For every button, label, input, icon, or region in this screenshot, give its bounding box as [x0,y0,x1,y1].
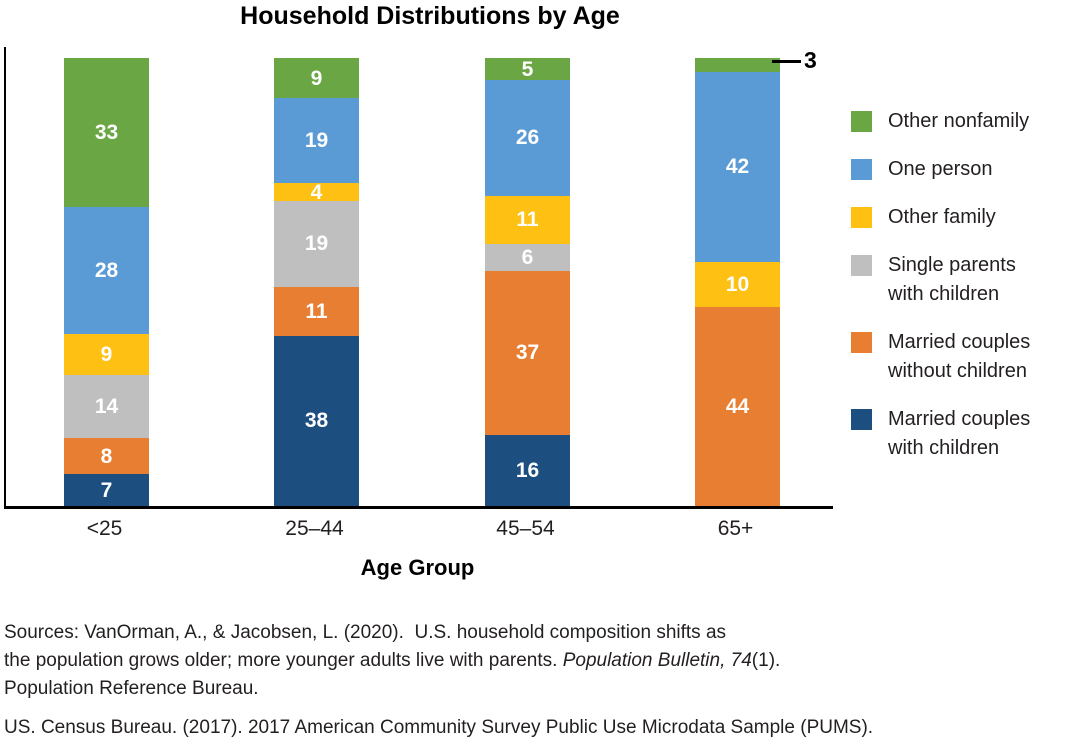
legend-label: Other family [888,206,996,228]
legend-swatch-icon [851,159,872,180]
chart-title: Household Distributions by Age [240,2,620,30]
legend-swatch-icon [851,207,872,228]
sources-block: Sources: VanOrman, A., & Jacobsen, L. (2… [4,619,873,742]
bar-segment: 10 [695,261,780,307]
bar-segment: 38 [274,335,359,506]
annotation-callout-line [772,60,801,63]
legend-item: One person [851,155,1076,184]
x-tick-label: 65+ [717,517,754,540]
legend-label: Single parents with children [888,254,1016,305]
plot-area: 3 7 8 14 9 28 33 38 11 19 4 19 9 16 37 6 11 26 5 44 10 42 [4,47,833,509]
bar-segment: 8 [64,438,149,475]
bar-segment: 9 [64,334,149,375]
source-line-2-text: the population grows older; more younger… [4,650,563,671]
segment-value-label: 4 [310,180,323,204]
segment-value-label: 19 [304,232,329,256]
segment-value-label: 14 [94,394,119,418]
segment-value-label: 19 [304,129,329,153]
source-census-line: US. Census Bureau. (2017). 2017 American… [4,717,874,738]
legend: Other nonfamily One person Other family Sin… [851,107,1076,482]
segment-value-label: 6 [521,246,534,270]
legend-item: Married couples with children [851,405,1076,463]
x-axis-tick-labels: <25 25–44 45–54 65+ [4,517,831,545]
legend-label: Married couples with children [888,408,1031,459]
source-line-1: Sources: VanOrman, A., & Jacobsen, L. (2… [4,622,727,643]
segment-value-label: 9 [100,342,113,366]
legend-swatch-icon [851,111,872,132]
bar-segment: 4 [274,180,359,204]
legend-item: Other family [851,203,1076,232]
bar-segment: 19 [274,98,359,184]
segment-value-label: 37 [515,341,540,365]
segment-value-label: 26 [515,126,540,150]
legend-label: One person [888,158,993,180]
x-axis-title: Age Group [360,555,475,580]
bar-segment: 16 [485,435,570,506]
segment-value-label: 11 [516,208,539,232]
bar-segment: 11 [274,286,359,336]
bar-segment: 11 [485,195,570,245]
segment-value-label: 10 [725,272,750,296]
bar-segment: 26 [485,80,570,196]
bar-45–54: 16 37 6 11 26 5 [485,58,570,506]
bar-65+: 44 10 42 [695,58,780,506]
segment-value-label: 28 [94,259,119,283]
segment-value-label: 7 [100,478,113,502]
segment-value-label: 42 [725,155,750,179]
legend-item: Single parents with children [851,251,1076,309]
legend-item: Married couples without children [851,328,1076,386]
legend-label: Married couples without children [888,331,1031,382]
bar-segment: 7 [64,474,149,506]
annotation-value-label: 3 [804,47,817,73]
segment-value-label: 5 [521,57,534,81]
segment-value-label: 16 [515,459,540,483]
source-line-3: Population Reference Bureau. [4,678,259,699]
legend-swatch-icon [851,332,872,353]
source-line-2-journal: Population Bulletin, 74 [562,650,752,671]
bar-25–44: 38 11 19 4 19 9 [274,58,359,506]
segment-value-label: 9 [310,66,323,90]
segment-value-label: 38 [304,409,329,433]
segment-value-label: 44 [725,394,750,418]
bar-segment: 28 [64,207,149,335]
bar-segment: 37 [485,270,570,436]
bar-segment: 44 [695,306,780,506]
bar-segment: 9 [274,58,359,99]
bar-segment: 5 [485,57,570,81]
bar-segment: 42 [695,71,780,262]
x-tick-label: 45–54 [496,517,555,540]
bar-segment: 14 [64,374,149,439]
bar-<25: 7 8 14 9 28 33 [64,58,149,506]
legend-swatch-icon [851,255,872,276]
x-tick-label: 25–44 [285,517,344,540]
segment-value-label: 8 [100,444,113,468]
source-line-2: the population grows older; more younger… [4,647,873,675]
segment-value-label: 11 [305,299,328,323]
bar-segment [695,58,780,72]
legend-label: Other nonfamily [888,110,1030,132]
source-line-2-issue: (1). [751,650,781,671]
bar-segment: 19 [274,201,359,287]
segment-value-label: 33 [94,121,119,145]
bar-segment: 6 [485,244,570,271]
legend-item: Other nonfamily [851,107,1076,136]
bar-segment: 33 [64,58,149,208]
x-tick-label: <25 [86,517,123,540]
legend-swatch-icon [851,409,872,430]
